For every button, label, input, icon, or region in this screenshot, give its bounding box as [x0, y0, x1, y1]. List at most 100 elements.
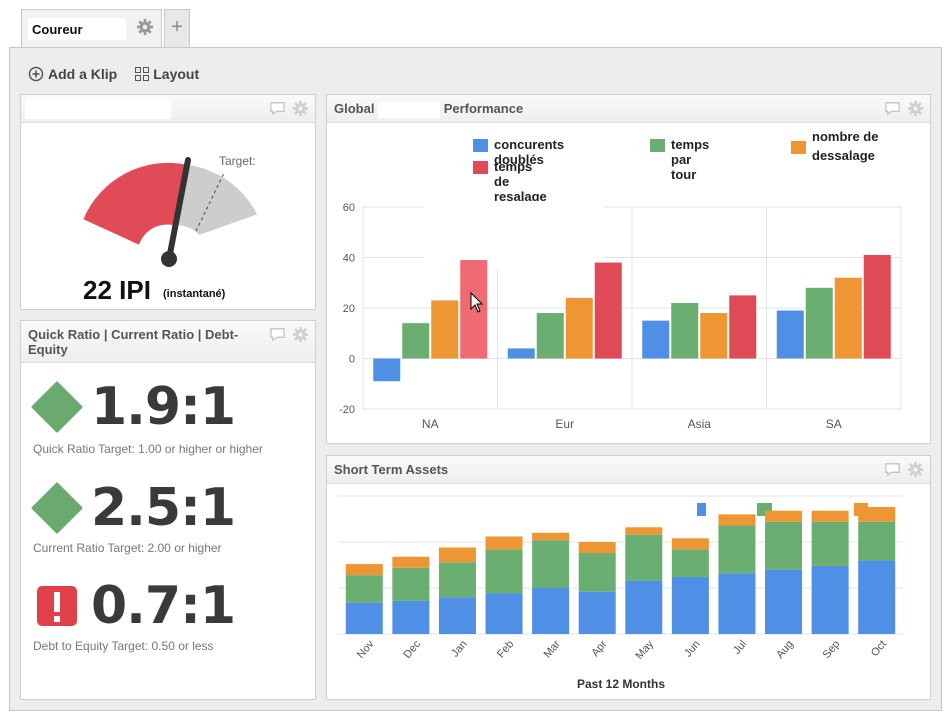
stacked-bar-segment[interactable]: [485, 593, 523, 634]
y-tick-label: 0: [349, 354, 355, 366]
legend-item[interactable]: nombre de dessalage: [791, 127, 902, 165]
stacked-bar-segment[interactable]: [485, 536, 523, 550]
x-tick-label: Nov: [355, 638, 377, 661]
bar[interactable]: [863, 254, 891, 359]
x-tick-label: May: [634, 638, 657, 662]
gear-icon[interactable]: [907, 100, 924, 117]
gauge-pivot: [161, 251, 177, 267]
bar[interactable]: [805, 287, 833, 359]
bar[interactable]: [671, 302, 699, 359]
bar[interactable]: [776, 310, 804, 359]
stacked-bar-segment[interactable]: [438, 562, 476, 598]
stacked-bar-segment[interactable]: [718, 573, 756, 634]
legend-swatch: [650, 139, 665, 152]
stacked-bar-segment[interactable]: [578, 542, 616, 554]
stacked-bar-segment[interactable]: [811, 510, 849, 522]
stacked-bar-segment[interactable]: [718, 514, 756, 526]
alert-icon: [37, 586, 77, 626]
x-tick-label: NA: [422, 417, 439, 431]
stacked-bar-segment[interactable]: [718, 525, 756, 574]
bar[interactable]: [700, 313, 728, 359]
stacked-bar-segment[interactable]: [345, 575, 383, 603]
add-tab-button[interactable]: +: [164, 9, 190, 47]
bar[interactable]: [834, 277, 862, 359]
y-tick-label: 20: [343, 303, 355, 315]
stacked-bar-segment[interactable]: [438, 547, 476, 563]
gauge-grey-arc: [174, 164, 258, 235]
stacked-bar-segment[interactable]: [485, 549, 523, 594]
assets-x-axis-title: Past 12 Months: [577, 677, 665, 691]
gear-icon[interactable]: [907, 461, 924, 478]
legend-item[interactable]: temps par tour: [650, 137, 709, 182]
stacked-bar-segment[interactable]: [532, 540, 570, 588]
gauge-klip: Target: 22 IPI (instantané): [20, 94, 316, 310]
stacked-bar-segment[interactable]: [438, 597, 476, 634]
gauge-red-arc: [83, 162, 187, 245]
x-tick-label: Jul: [731, 638, 749, 656]
bar[interactable]: [565, 297, 593, 359]
tab-label[interactable]: Coureur: [28, 18, 126, 40]
ratios-klip: Quick Ratio | Current Ratio | Debt-Equit…: [20, 320, 316, 700]
bar[interactable]: [373, 358, 401, 382]
stacked-bar-segment[interactable]: [345, 564, 383, 576]
stacked-bar-segment[interactable]: [578, 591, 616, 634]
quick-ratio-caption: Quick Ratio Target: 1.00 or higher or hi…: [33, 442, 263, 456]
stacked-bar-segment[interactable]: [625, 527, 663, 535]
stacked-bar-segment[interactable]: [811, 565, 849, 634]
klip-title-field: [25, 99, 171, 119]
bar[interactable]: [402, 323, 430, 359]
performance-title: Global Performance: [334, 101, 523, 118]
bar[interactable]: [431, 300, 459, 359]
bar[interactable]: [594, 262, 622, 359]
bar[interactable]: [536, 313, 564, 359]
current-ratio-row: 2.5:1: [31, 478, 236, 538]
target-label: Target:: [219, 154, 256, 168]
legend-item[interactable]: temps de resalage: [473, 159, 547, 204]
gear-icon[interactable]: [136, 18, 154, 36]
stacked-bar-segment[interactable]: [345, 602, 383, 634]
stacked-bar-segment[interactable]: [811, 521, 849, 566]
stacked-bar-segment[interactable]: [858, 560, 896, 634]
y-tick-label: 40: [343, 253, 355, 265]
stacked-bar-segment[interactable]: [765, 521, 803, 570]
bar[interactable]: [642, 320, 670, 359]
stacked-bar-segment[interactable]: [671, 538, 709, 550]
comment-icon[interactable]: [884, 100, 901, 117]
stacked-bar-segment[interactable]: [765, 569, 803, 634]
bar[interactable]: [729, 295, 757, 359]
x-tick-label: Eur: [555, 417, 574, 431]
status-ok-icon: [31, 482, 83, 534]
stacked-bar-segment[interactable]: [858, 521, 896, 561]
stacked-bar-segment[interactable]: [532, 588, 570, 634]
x-tick-label: Jun: [682, 638, 703, 659]
bar[interactable]: [507, 348, 535, 359]
stacked-bar-segment[interactable]: [858, 507, 896, 522]
stacked-bar-segment[interactable]: [765, 510, 803, 522]
stacked-bar-segment[interactable]: [392, 567, 430, 601]
layout-button[interactable]: Layout: [135, 64, 199, 84]
quick-ratio-row: 1.9:1: [31, 377, 236, 437]
klip-header: Short Term Assets: [327, 456, 930, 484]
x-tick-label: Sep: [821, 638, 843, 661]
stacked-bar-segment[interactable]: [392, 556, 430, 568]
stacked-bar-segment[interactable]: [625, 580, 663, 634]
add-klip-button[interactable]: Add a Klip: [28, 64, 117, 84]
stacked-bar-segment[interactable]: [671, 549, 709, 577]
stacked-bar-segment[interactable]: [671, 576, 709, 634]
comment-icon[interactable]: [884, 461, 901, 478]
comment-icon[interactable]: [269, 326, 286, 343]
stacked-bar-segment[interactable]: [578, 553, 616, 592]
performance-klip: Global Performance concurents doublés te…: [326, 94, 931, 444]
current-ratio-caption: Current Ratio Target: 2.00 or higher: [33, 541, 222, 555]
stacked-bar-segment[interactable]: [392, 600, 430, 634]
bar[interactable]: [460, 260, 488, 359]
gear-icon[interactable]: [292, 326, 309, 343]
tab-coureur[interactable]: Coureur: [21, 9, 162, 48]
x-tick-label: Dec: [401, 638, 423, 661]
occlusion-patch: [423, 201, 603, 269]
legend-item[interactable]: concurents doublés: [473, 137, 564, 167]
stacked-bar-segment[interactable]: [532, 532, 570, 541]
gear-icon[interactable]: [292, 100, 309, 117]
comment-icon[interactable]: [269, 100, 286, 117]
stacked-bar-segment[interactable]: [625, 534, 663, 581]
